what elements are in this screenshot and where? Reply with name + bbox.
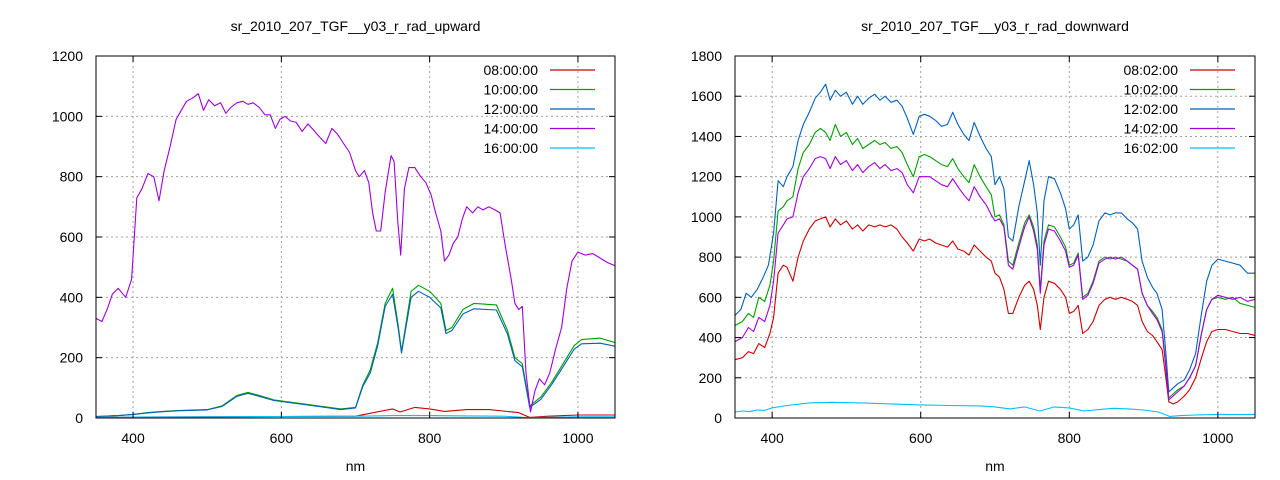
upward-radiance-chart: 400 600 800 1000 0 200 400 600 800 1000 1200 sr_201… [52,18,616,474]
x-tick-label: 1000 [1202,430,1233,446]
x-tick-label: 800 [1058,430,1082,446]
series-line-120000 [96,290,615,418]
series-line-160200 [735,401,1255,417]
series-line-120200 [735,83,1255,393]
y-tick-label: 0 [75,410,83,426]
y-tick-label: 1200 [52,48,83,64]
legend-label: 12:00:00 [484,101,539,117]
x-tick-label: 1000 [562,430,593,446]
legend-label: 08:02:00 [1124,62,1179,78]
y-tick-label: 400 [699,330,723,346]
series-line-140000 [96,93,615,413]
y-tick-label: 800 [699,249,723,265]
y-tick-label: 1800 [691,48,722,64]
legend-label: 14:02:00 [1124,121,1179,137]
legend-label: 16:00:00 [484,140,539,156]
legend-label: 08:00:00 [484,62,539,78]
y-tick-label: 200 [60,350,84,366]
downward-radiance-chart: 400 600 800 1000 0 200 400 600 800 1000 1200 1400 16… [691,18,1256,474]
y-tick-label: 400 [60,289,84,305]
x-tick-label: 600 [909,430,933,446]
x-tick-label: 400 [121,430,145,446]
x-tick-label: 800 [418,430,442,446]
x-axis-label: nm [985,458,1004,474]
plot-frame [734,55,1256,419]
y-tick-label: 1400 [691,128,722,144]
series-line-100000 [96,284,615,418]
legend-label: 14:00:00 [484,121,539,137]
chart-title: sr_2010_207_TGF__y03_r_rad_downward [861,18,1129,34]
legend-label: 10:02:00 [1124,82,1179,98]
legend-label: 12:02:00 [1124,101,1179,117]
y-tick-label: 800 [60,169,84,185]
y-tick-label: 1000 [52,108,83,124]
series-line-140200 [735,156,1255,401]
y-tick-label: 0 [714,410,722,426]
x-tick-label: 600 [270,430,294,446]
series-line-080200 [735,216,1255,405]
y-tick-label: 1600 [691,88,722,104]
y-tick-label: 600 [699,289,723,305]
y-tick-label: 600 [60,229,84,245]
y-tick-label: 1200 [691,169,722,185]
x-axis-label: nm [346,458,365,474]
legend-label: 16:02:00 [1124,140,1179,156]
x-tick-label: 400 [760,430,784,446]
y-tick-label: 200 [699,370,723,386]
y-tick-label: 1000 [691,209,722,225]
legend-label: 10:00:00 [484,82,539,98]
chart-title: sr_2010_207_TGF__y03_r_rad_upward [231,18,481,34]
series-line-100200 [735,123,1255,399]
